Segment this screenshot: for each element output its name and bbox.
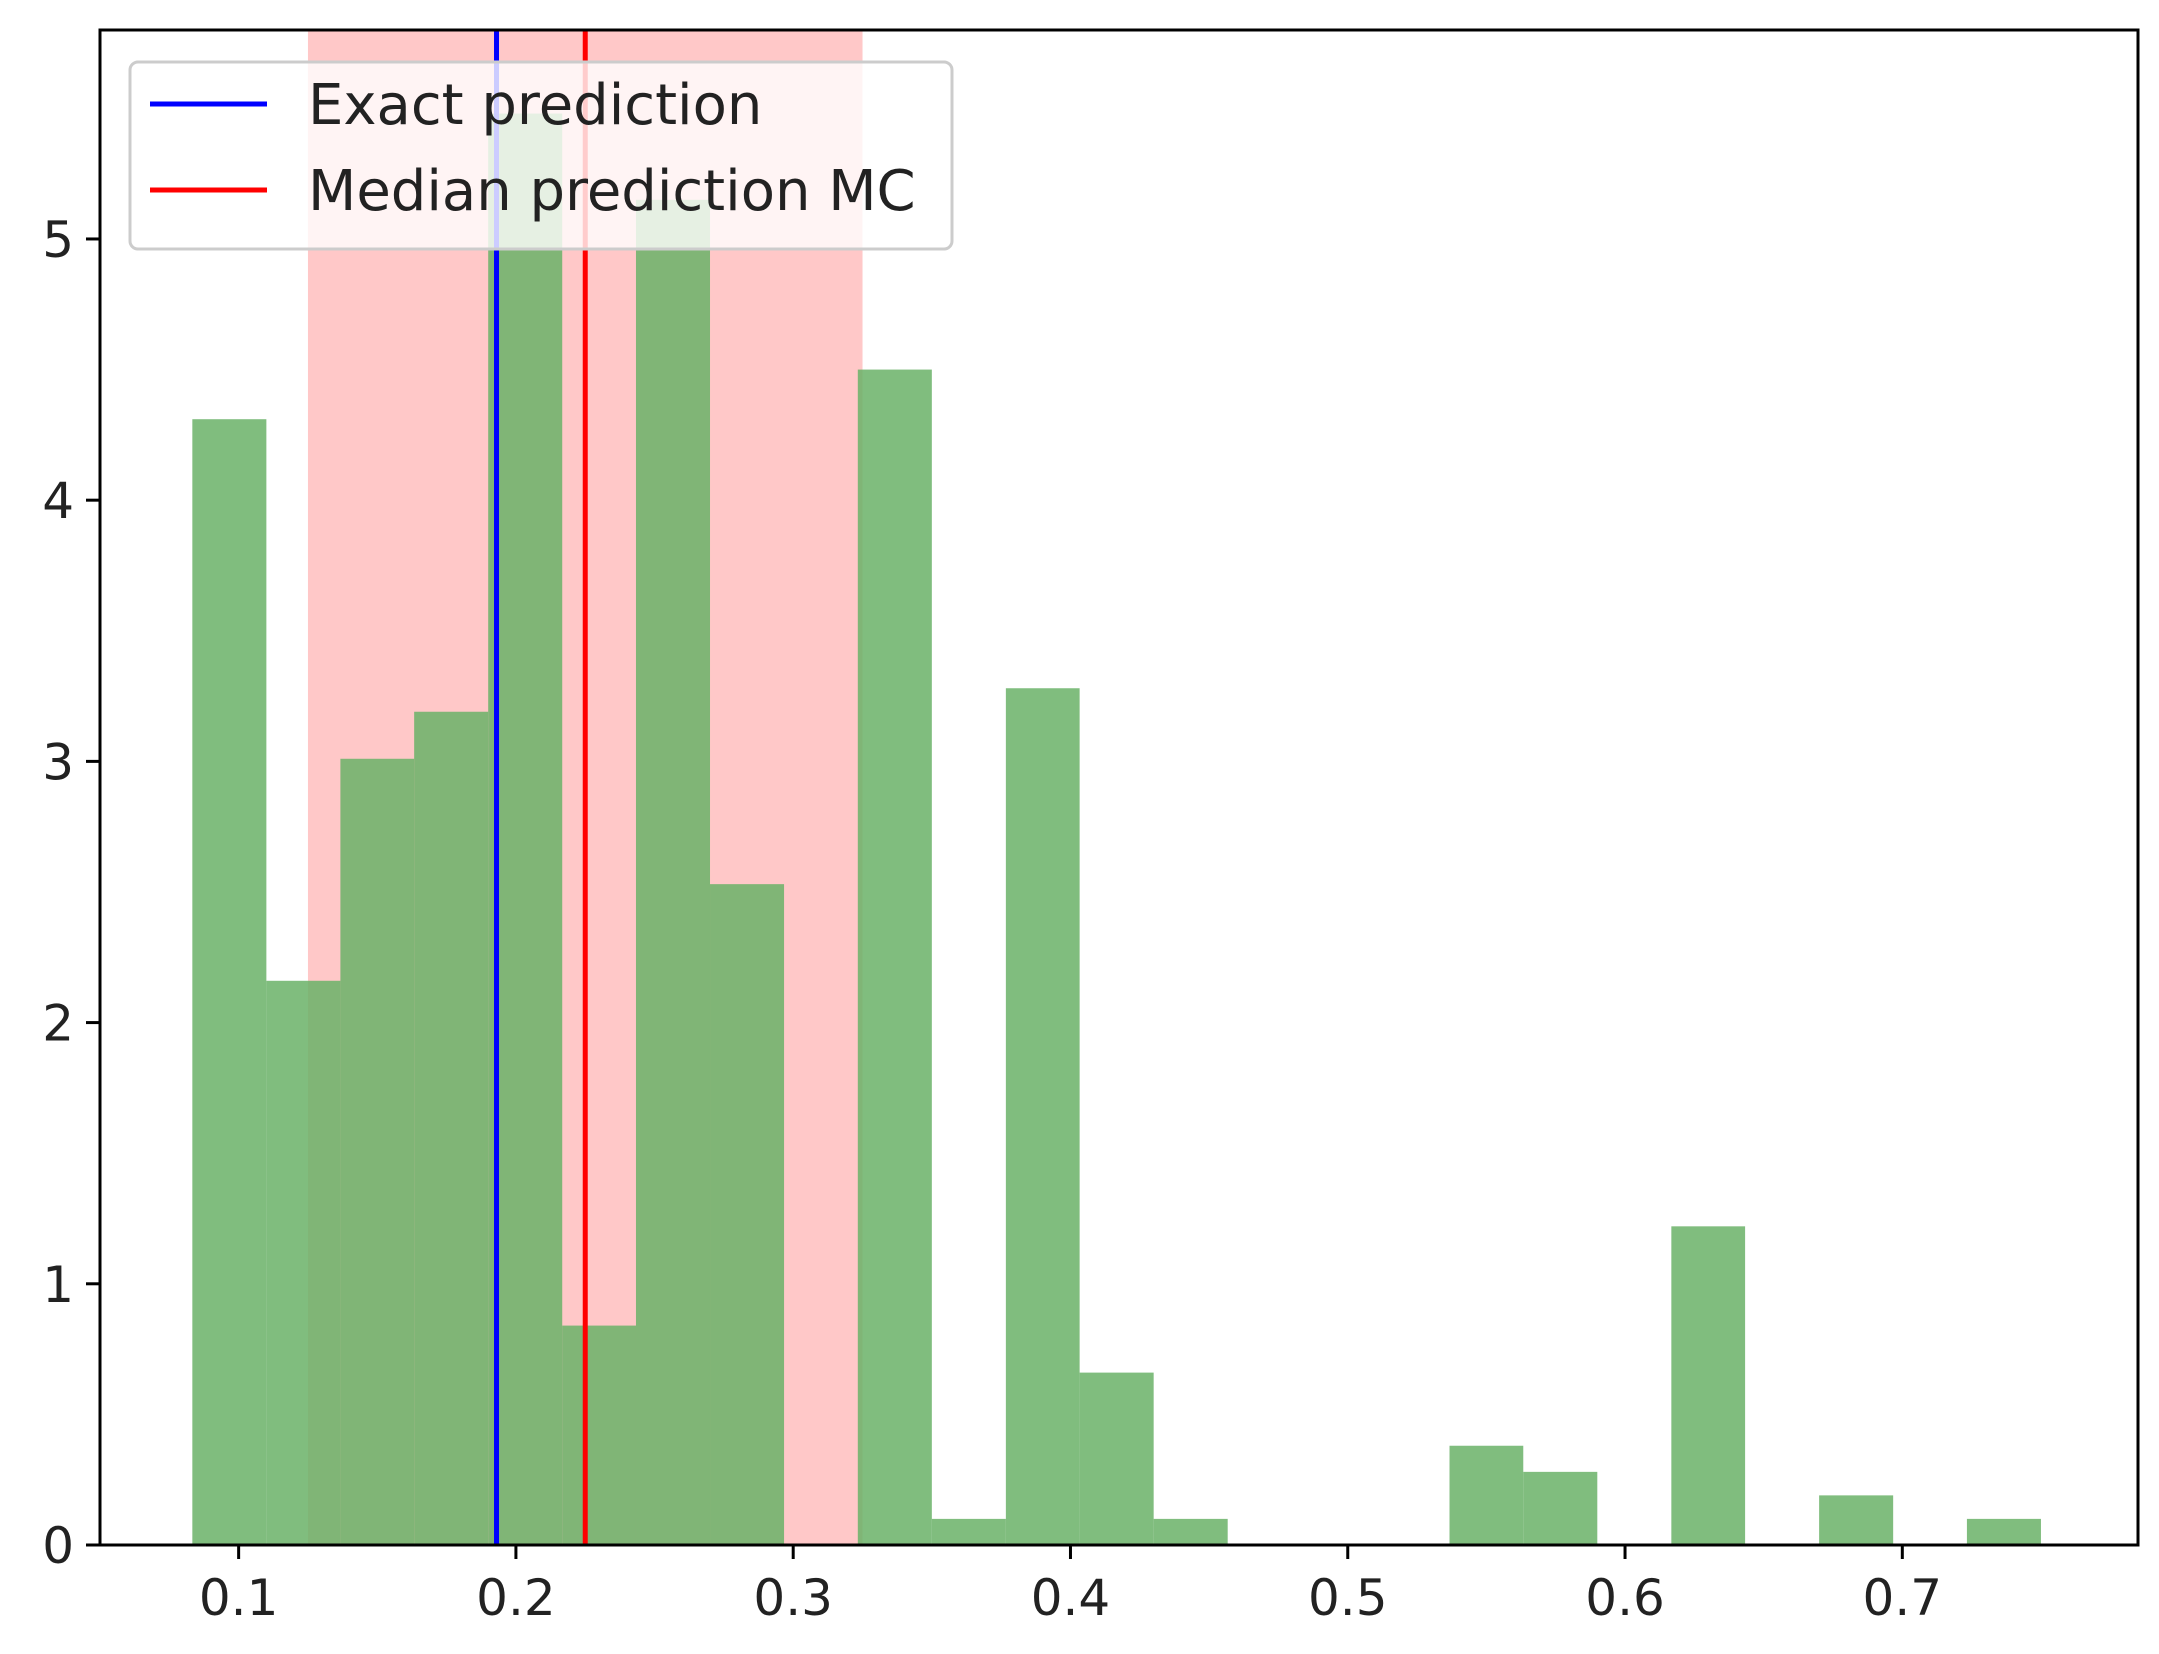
legend-label-median: Median prediction MC <box>308 159 916 224</box>
histogram-bar <box>1671 1226 1746 1545</box>
x-tick-label: 0.2 <box>476 1569 556 1627</box>
histogram-bar <box>1819 1495 1894 1545</box>
histogram-bar <box>266 980 341 1545</box>
histogram-bar <box>1966 1518 2041 1545</box>
histogram-bar <box>931 1518 1006 1545</box>
x-tick-label: 0.7 <box>1863 1569 1943 1627</box>
histogram-bar <box>1153 1518 1228 1545</box>
histogram-bar <box>1523 1471 1598 1545</box>
y-tick-label: 3 <box>42 733 74 791</box>
x-tick-label: 0.3 <box>753 1569 833 1627</box>
histogram-bar <box>562 1325 636 1545</box>
legend-label-exact: Exact prediction <box>308 73 762 138</box>
plot-frame <box>98 28 2140 1547</box>
histogram-bar <box>1005 688 1080 1545</box>
histogram-bar <box>1449 1445 1524 1545</box>
histogram-bar <box>635 199 711 1546</box>
x-tick-label: 0.4 <box>1031 1569 1111 1627</box>
y-tick-label: 2 <box>42 995 74 1053</box>
histogram-bar <box>340 758 415 1545</box>
histogram-bars <box>192 113 2041 1546</box>
legend: Exact prediction Median prediction MC <box>128 60 954 251</box>
x-tick-label: 0.5 <box>1308 1569 1388 1627</box>
histogram-bar <box>488 113 563 1546</box>
y-tick-label: 4 <box>42 472 74 530</box>
histogram-bar <box>857 369 932 1545</box>
legend-box <box>128 60 954 251</box>
y-tick-label: 5 <box>42 211 74 269</box>
x-tick-label: 0.6 <box>1585 1569 1665 1627</box>
prediction-lines <box>494 30 588 1545</box>
y-tick-label: 1 <box>42 1256 74 1314</box>
y-tick-label: 0 <box>42 1517 74 1575</box>
histogram-bar <box>414 711 489 1545</box>
x-axis-ticks: 0.1 0.2 0.3 0.4 0.5 0.6 0.7 <box>199 1545 1942 1627</box>
histogram-bar <box>192 419 267 1546</box>
x-tick-label: 0.1 <box>199 1569 279 1627</box>
histogram-bar <box>710 884 785 1545</box>
histogram-bar <box>1079 1372 1154 1545</box>
y-axis-ticks: 0 1 2 3 4 5 <box>42 211 100 1575</box>
